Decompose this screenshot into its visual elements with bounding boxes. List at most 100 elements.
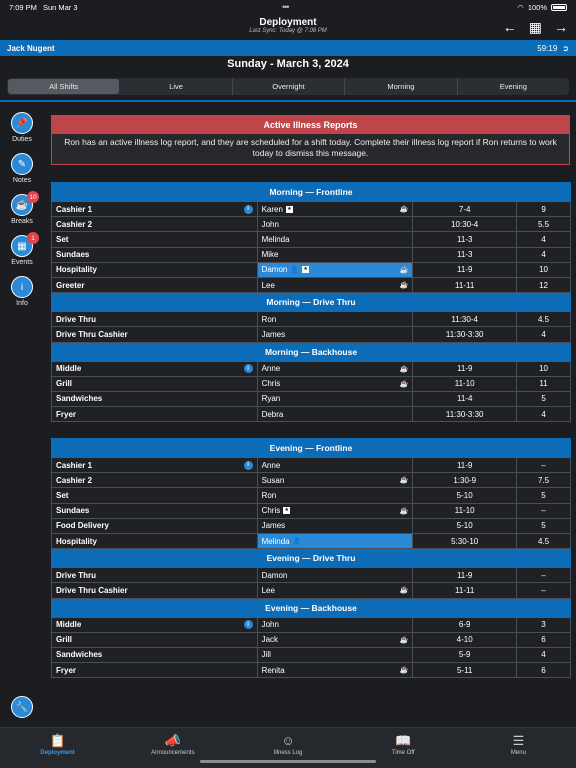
section-title: Evening — Frontline — [51, 438, 571, 458]
table-row[interactable]: Cashier 2 John 10:30-4 5.5 — [51, 216, 571, 233]
info-icon: i — [11, 276, 33, 298]
table-row[interactable]: Sandwiches Jill 5-9 4 — [51, 646, 571, 664]
table-row[interactable]: Drive Thru Cashier James 11:30-3:30 4 — [51, 326, 571, 343]
employee-name: Ryan — [261, 394, 281, 404]
tab-deployment[interactable]: 📋 Deployment — [0, 728, 115, 768]
employee-name: Chris — [261, 506, 281, 516]
tab-overnight[interactable]: Overnight — [231, 78, 344, 95]
table-row[interactable]: Drive Thru Cashier Lee ☕ 11-11– — [51, 582, 571, 599]
table-row[interactable]: Fryer Renita ☕ 5-11 6 — [51, 662, 571, 679]
tab-announcements[interactable]: 📣 Announcements — [115, 728, 230, 768]
employee-cell[interactable]: Chris ☕ — [256, 375, 414, 392]
table-row[interactable]: Fryer Debra 11:30-3:30 4 — [51, 406, 571, 423]
employee-cell[interactable]: Susan ☕ — [256, 472, 414, 489]
shift-time: 6-9 — [412, 616, 518, 633]
info-icon[interactable]: i — [243, 620, 253, 630]
table-row[interactable]: Grill Jack ☕ 4-10 6 — [51, 631, 571, 648]
table-row[interactable]: Set Ron 5-10 5 — [51, 487, 571, 504]
table-row[interactable]: Grill Chris ☕ 11-10 11 — [51, 375, 571, 392]
table-row[interactable]: Cashier 1 i Anne 11-9– — [51, 456, 571, 474]
table-row[interactable]: Sundaes Mike 11-3 4 — [51, 246, 571, 263]
employee-cell[interactable]: Chris ★ ☕ — [256, 502, 414, 519]
employee-name: Chris — [261, 379, 281, 389]
employee-cell[interactable]: Renita ☕ — [256, 662, 414, 679]
table-row[interactable]: Hospitality Melinda 👤 5:30-10 4.5 — [51, 532, 571, 550]
tab-menu[interactable]: ☰ Menu — [461, 728, 576, 768]
arrow-right-icon[interactable]: → — [554, 19, 568, 35]
sidebar-item-events[interactable]: ▦ 1 Events — [5, 232, 39, 276]
tab-illness-log[interactable]: ☺ Illness Log — [230, 728, 345, 768]
coffee-icon: ☕ — [399, 587, 409, 595]
employee-cell[interactable]: Anne ☕ — [256, 360, 414, 377]
employee-cell[interactable]: Lee ☕ — [256, 582, 414, 599]
table-row[interactable]: Sundaes Chris ★ ☕ 11-10– — [51, 502, 571, 519]
table-row[interactable]: Sandwiches Ryan 11-4 5 — [51, 390, 571, 408]
coffee-icon: ☕ — [399, 282, 409, 290]
position-label: Hospitality — [56, 265, 97, 275]
table-row[interactable]: Set Melinda 11-3 4 — [51, 231, 571, 248]
employee-cell[interactable]: Mike — [256, 246, 414, 263]
position-label: Food Delivery — [56, 521, 109, 531]
employee-cell[interactable]: Ron — [256, 487, 414, 504]
table-row[interactable]: Drive Thru Damon 11-9– — [51, 567, 571, 584]
employee-cell[interactable]: Jack ☕ — [256, 631, 414, 648]
tab-all-shifts[interactable]: All Shifts — [8, 79, 120, 94]
table-row[interactable]: Cashier 1 i Karen ★ ☕ 7-4 9 — [51, 200, 571, 218]
multitask-dots-icon[interactable]: ••• — [282, 2, 290, 12]
employee-cell[interactable]: Lee ☕ — [256, 276, 414, 294]
calendar-icon[interactable]: ▦ — [528, 19, 542, 35]
info-icon[interactable]: i — [243, 204, 253, 214]
employee-cell[interactable]: John — [256, 216, 414, 233]
employee-cell[interactable]: John — [256, 616, 414, 633]
employee-name: Ron — [261, 314, 277, 324]
tab-time-off[interactable]: 📖 Time Off — [346, 728, 461, 768]
employee-cell[interactable]: Jill — [256, 646, 414, 664]
tab-morning[interactable]: Morning — [344, 78, 456, 95]
employee-cell[interactable]: Ron — [256, 311, 414, 328]
clipboard-icon: 📋 — [49, 733, 66, 748]
section-title: Evening — Drive Thru — [51, 548, 571, 569]
employee-cell[interactable]: Ryan — [256, 390, 414, 408]
table-row[interactable]: Drive Thru Ron 11:30-4 4.5 — [51, 311, 571, 328]
shift-hours: 4.5 — [516, 311, 571, 328]
employee-name: Susan — [261, 475, 285, 485]
shift-hours: 12 — [516, 276, 571, 294]
wrench-icon[interactable]: 🔧 — [11, 696, 33, 718]
employee-cell[interactable]: James — [256, 517, 414, 534]
employee-cell[interactable]: Anne — [256, 456, 414, 474]
section-title: Morning — Frontline — [51, 182, 571, 202]
table-row[interactable]: Hospitality Damon 👤 ★ ☕ 11-9 10 — [51, 261, 571, 278]
employee-cell[interactable]: Damon 👤 ★ ☕ — [256, 261, 414, 278]
coffee-icon: ☕ — [399, 477, 409, 485]
sidebar-item-breaks[interactable]: ☕ 10 Breaks — [5, 191, 39, 235]
tab-evening[interactable]: Evening — [456, 78, 569, 95]
employee-cell[interactable]: Damon — [256, 567, 414, 584]
position-label: Grill — [56, 379, 73, 389]
position-cell: Middle i — [51, 616, 258, 633]
table-row[interactable]: Middle i John 6-9 3 — [51, 616, 571, 633]
position-cell: Greeter — [51, 276, 258, 294]
employee-cell[interactable]: Melinda 👤 — [256, 532, 414, 550]
sidebar-label: Duties — [12, 136, 32, 143]
table-row[interactable]: Greeter Lee ☕ 11-11 12 — [51, 276, 571, 294]
illness-alert[interactable]: Active Illness Reports Ron has an active… — [51, 115, 570, 165]
employee-cell[interactable]: James — [256, 326, 414, 343]
logout-icon[interactable]: ➲ — [562, 43, 569, 53]
table-row[interactable]: Cashier 2 Susan ☕ 1:30-9 7.5 — [51, 472, 571, 489]
sidebar-item-info[interactable]: i Info — [5, 276, 39, 317]
arrow-left-icon[interactable]: ← — [502, 19, 517, 35]
shift-time: 7-4 — [412, 200, 518, 218]
info-icon[interactable]: i — [243, 364, 253, 374]
info-icon[interactable]: i — [243, 460, 253, 470]
employee-cell[interactable]: Karen ★ ☕ — [256, 200, 414, 218]
table-row[interactable]: Food Delivery James 5-10 5 — [51, 517, 571, 534]
tab-live[interactable]: Live — [169, 82, 183, 91]
employee-cell[interactable]: Melinda — [256, 231, 414, 248]
table-row[interactable]: Middle i Anne ☕ 11-9 10 — [51, 360, 571, 377]
position-cell: Fryer — [51, 406, 258, 423]
shift-time: 11-9 — [412, 456, 518, 474]
sidebar-item-duties[interactable]: 📌 Duties — [5, 112, 39, 153]
shift-time: 10:30-4 — [412, 216, 518, 233]
sidebar-item-notes[interactable]: ✎ Notes — [5, 153, 39, 194]
employee-cell[interactable]: Debra — [256, 406, 414, 423]
